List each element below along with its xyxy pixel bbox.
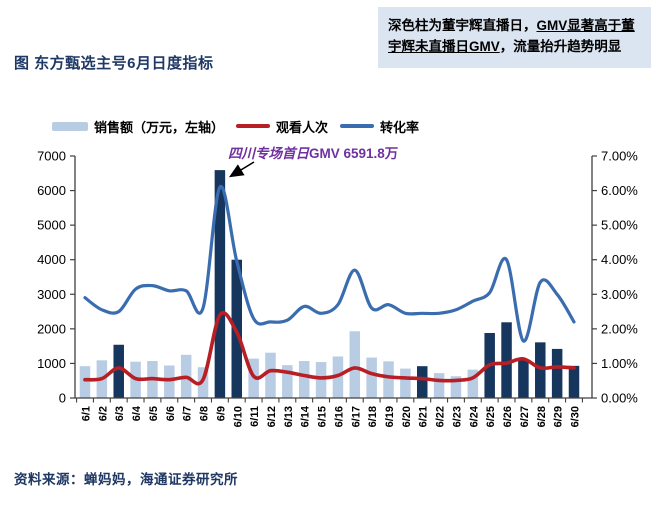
bar-normal-day <box>315 362 327 398</box>
note-box: 深色柱为董宇辉直播日，GMV显著高于董宇辉未直播日GMV，流量抬升趋势明显 <box>378 7 651 68</box>
x-axis-date-label: 6/15 <box>317 406 329 427</box>
bar-normal-day <box>450 376 462 398</box>
x-axis-date-label: 6/27 <box>519 406 531 427</box>
x-axis-date-label: 6/17 <box>350 406 362 427</box>
figure-title: 图 东方甄选主号6月日度指标 <box>14 55 214 72</box>
legend-label-views: 观看人次 <box>276 119 329 135</box>
legend-label-sales: 销售额（万元，左轴） <box>94 119 225 135</box>
x-axis-date-label: 6/2 <box>97 406 109 421</box>
bar-normal-day <box>282 365 293 398</box>
right-axis-tick-label: 0.00% <box>601 391 638 406</box>
note-text-plain-2: ，流量抬升趋势明显 <box>499 38 622 54</box>
left-axis-tick-label: 1000 <box>37 356 66 371</box>
x-axis-date-label: 6/1 <box>81 406 93 421</box>
bar-normal-day <box>383 361 394 398</box>
right-axis-tick-label: 2.00% <box>601 321 638 336</box>
right-axis-tick-label: 4.00% <box>601 252 638 267</box>
conversion-line-series <box>83 185 576 343</box>
x-axis-date-label: 6/13 <box>283 406 295 427</box>
legend-item-conversion: 转化率 <box>340 117 419 136</box>
bar-live-day <box>214 170 226 398</box>
x-axis-date-label: 6/8 <box>199 406 211 421</box>
bar-live-day <box>535 342 546 398</box>
x-axis-date-label: 6/21 <box>418 406 430 427</box>
x-axis-date-label: 6/26 <box>502 406 514 427</box>
bar-normal-day <box>164 365 175 398</box>
bar-normal-day <box>467 369 479 398</box>
x-axis-date-label: 6/29 <box>553 406 565 427</box>
x-axis-date-label: 6/22 <box>435 406 447 427</box>
annotation-arrow-icon <box>228 161 255 178</box>
x-axis-date-label: 6/24 <box>468 405 480 427</box>
legend-item-views: 观看人次 <box>236 117 328 136</box>
x-axis-date-label: 6/4 <box>131 405 143 421</box>
bar-live-day <box>568 365 580 398</box>
legend-label-conversion: 转化率 <box>380 119 420 135</box>
left-axis-tick-label: 7000 <box>37 149 66 164</box>
bar-live-day <box>518 359 529 398</box>
note-text-plain-1: 深色柱为董宇辉直播日， <box>388 18 537 33</box>
x-axis-date-label: 6/23 <box>451 406 463 427</box>
conversion-line-swatch-icon <box>340 124 375 128</box>
note-text-underlined: GMV显著高于董宇辉未直播日GMV <box>388 18 635 54</box>
x-axis-date-label: 6/20 <box>401 406 413 427</box>
x-axis-date-label: 6/6 <box>165 406 177 421</box>
source-note: 资料来源：蝉妈妈，海通证券研究所 <box>14 472 238 487</box>
x-axis-date-label: 6/11 <box>249 406 261 427</box>
x-axis-date-label: 6/18 <box>367 406 379 427</box>
views-line-swatch-icon <box>236 124 271 128</box>
left-axis-tick-label: 2000 <box>37 321 66 336</box>
x-axis-date-label: 6/25 <box>485 406 497 427</box>
x-axis-date-label: 6/7 <box>182 406 194 421</box>
views-line-series <box>83 311 576 386</box>
left-axis-tick-label: 3000 <box>37 287 66 302</box>
x-axis-date-label: 6/28 <box>536 406 548 427</box>
right-axis-tick-label: 7.00% <box>601 149 638 164</box>
bar-live-day <box>551 348 563 398</box>
x-axis-date-label: 6/19 <box>384 406 396 427</box>
right-axis-tick-label: 6.00% <box>601 183 638 198</box>
bar-normal-day <box>400 368 411 398</box>
x-axis-date-label: 6/16 <box>333 406 345 427</box>
chart-legend: 销售额（万元，左轴） 观看人次 转化率 <box>52 114 419 138</box>
sales-bar-swatch-icon <box>52 121 88 131</box>
legend-item-sales: 销售额（万元，左轴） <box>52 117 224 136</box>
bar-normal-day <box>79 366 91 398</box>
bar-normal-day <box>349 331 361 398</box>
bar-live-day <box>113 344 124 398</box>
x-axis-date-label: 6/3 <box>114 406 126 421</box>
x-axis-date-label: 6/10 <box>232 406 244 427</box>
x-axis-date-label: 6/30 <box>569 406 581 427</box>
x-axis-date-label: 6/14 <box>300 405 312 427</box>
x-axis-date-label: 6/9 <box>215 406 227 421</box>
bar-normal-day <box>366 357 377 398</box>
right-axis-tick-label: 3.00% <box>601 287 638 302</box>
right-axis-tick-label: 5.00% <box>601 218 638 233</box>
chart-area: 0 1000 2000 3000 4000 5000 6000 7000 0.00% 1.00% 2… <box>0 140 660 470</box>
combo-chart-canvas: 0 1000 2000 3000 4000 5000 6000 7000 0.00% 1.00% 2… <box>37 146 638 427</box>
x-axis-date-label: 6/12 <box>266 406 278 427</box>
annotation-sichuan-gmv: 四川专场首日GMV 6591.8万 <box>228 146 398 161</box>
right-axis-tick-label: 1.00% <box>601 356 638 371</box>
x-axis-date-label: 6/5 <box>148 406 160 421</box>
bar-normal-day <box>433 373 445 398</box>
left-axis-tick-label: 6000 <box>37 183 66 198</box>
bar-normal-day <box>298 361 310 398</box>
left-axis-tick-label: 0 <box>59 391 66 406</box>
bar-live-day <box>416 366 428 398</box>
left-axis-tick-label: 4000 <box>37 252 66 267</box>
bar-live-day <box>501 322 512 398</box>
left-axis-tick-label: 5000 <box>37 218 66 233</box>
bar-normal-day <box>265 352 276 398</box>
